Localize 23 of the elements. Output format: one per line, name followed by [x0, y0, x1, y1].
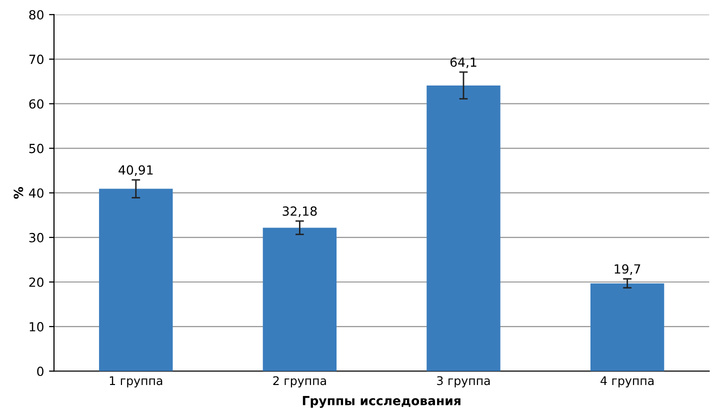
bar: [426, 85, 500, 372]
bar: [262, 228, 337, 372]
bar: [590, 283, 664, 372]
y-tick-label: 20: [29, 277, 44, 287]
y-tick-label: 60: [29, 99, 44, 109]
y-axis-title: %: [14, 187, 24, 199]
data-label: 64,1: [450, 57, 476, 68]
x-tick-label: 3 группа: [437, 376, 490, 388]
data-label: 32,18: [282, 206, 317, 218]
x-tick-label: 1 группа: [110, 376, 162, 388]
data-label: 40,91: [118, 165, 153, 176]
x-axis-title: Группы исследования: [302, 396, 460, 408]
y-tick-label: 40: [28, 188, 44, 198]
data-label: 19,7: [614, 264, 640, 275]
x-tick-label: 4 группа: [600, 376, 654, 388]
x-tick-label: 2 группа: [273, 376, 326, 388]
y-tick-label: 0: [37, 366, 44, 376]
bar: [99, 188, 173, 372]
y-tick-label: 10: [30, 322, 44, 332]
y-tick-label: 50: [29, 144, 44, 154]
y-tick-label: 80: [29, 10, 44, 20]
y-tick-label: 70: [29, 54, 44, 64]
y-tick-label: 30: [29, 232, 44, 242]
